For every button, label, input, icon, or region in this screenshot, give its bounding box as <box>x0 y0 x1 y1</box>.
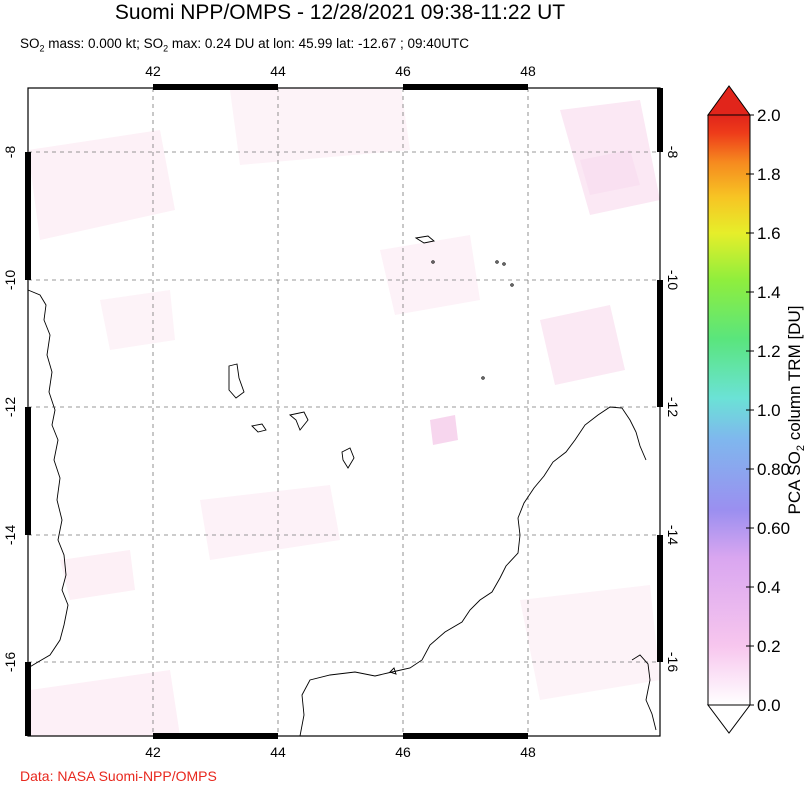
frame-scale-bars <box>25 84 663 739</box>
map-title: Suomi NPP/OMPS - 12/28/2021 09:38-11:22 … <box>114 1 566 24</box>
small-island <box>502 262 506 266</box>
small-island <box>510 283 514 287</box>
svg-text:42: 42 <box>145 63 161 79</box>
colorbar-ticks <box>746 114 754 706</box>
svg-text:-12: -12 <box>2 397 18 417</box>
so2-swath-patches <box>28 88 660 736</box>
madagascar-east-coast <box>631 654 657 731</box>
anjouan-island <box>289 411 309 431</box>
svg-text:46: 46 <box>395 744 411 760</box>
svg-text:-8: -8 <box>665 146 681 159</box>
small-island <box>389 667 397 675</box>
data-credit: Data: NASA Suomi-NPP/OMPS <box>20 768 217 784</box>
lon-labels-top: 42 44 46 48 <box>145 63 536 79</box>
colorbar-label: PCA SO2 column TRM [DU] <box>785 306 807 515</box>
svg-text:-14: -14 <box>665 525 681 545</box>
moheli-island <box>251 423 267 433</box>
mayotte-island <box>341 447 355 469</box>
small-island <box>481 376 485 380</box>
svg-text:42: 42 <box>145 744 161 760</box>
svg-text:0.4: 0.4 <box>757 578 781 597</box>
colorbar-tick-labels: 2.0 1.8 1.6 1.4 1.2 1.0 0.80 0.60 0.4 0.… <box>757 106 790 715</box>
svg-text:-16: -16 <box>665 652 681 672</box>
small-island <box>495 260 499 264</box>
svg-text:46: 46 <box>395 63 411 79</box>
madagascar-coast <box>299 406 647 737</box>
svg-text:-12: -12 <box>665 397 681 417</box>
svg-text:48: 48 <box>520 63 536 79</box>
svg-text:2.0: 2.0 <box>757 106 781 125</box>
svg-text:0.0: 0.0 <box>757 696 781 715</box>
svg-text:-14: -14 <box>2 525 18 545</box>
colorbar-gradient <box>707 114 751 706</box>
svg-text:-10: -10 <box>665 270 681 290</box>
svg-text:0.80: 0.80 <box>757 460 790 479</box>
aldabra-island <box>414 235 436 244</box>
svg-text:1.6: 1.6 <box>757 224 781 243</box>
svg-text:44: 44 <box>270 63 286 79</box>
svg-text:-16: -16 <box>2 652 18 672</box>
svg-text:1.0: 1.0 <box>757 401 781 420</box>
map-subtitle: SO2 mass: 0.000 kt; SO2 max: 0.24 DU at … <box>20 36 470 54</box>
svg-text:0.60: 0.60 <box>757 519 790 538</box>
colorbar-bottom-arrow <box>707 704 751 734</box>
mozambique-coast <box>27 289 69 669</box>
svg-text:48: 48 <box>520 744 536 760</box>
colorbar-top-arrow <box>707 85 751 116</box>
lat-labels-right: -8 -10 -12 -14 -16 <box>665 146 681 673</box>
svg-text:1.2: 1.2 <box>757 342 781 361</box>
lat-labels-left: -8 -10 -12 -14 -16 <box>2 146 18 673</box>
graticule <box>28 88 660 736</box>
svg-text:1.8: 1.8 <box>757 165 781 184</box>
lon-labels-bottom: 42 44 46 48 <box>145 744 536 760</box>
coastlines <box>27 235 657 737</box>
small-island <box>431 260 435 264</box>
svg-text:1.4: 1.4 <box>757 283 781 302</box>
grande-comore-island <box>228 363 245 399</box>
svg-text:44: 44 <box>270 744 286 760</box>
svg-text:-8: -8 <box>2 146 18 159</box>
svg-text:-10: -10 <box>2 270 18 290</box>
svg-text:0.2: 0.2 <box>757 637 781 656</box>
colorbar: 2.0 1.8 1.6 1.4 1.2 1.0 0.80 0.60 0.4 0.… <box>707 85 807 734</box>
